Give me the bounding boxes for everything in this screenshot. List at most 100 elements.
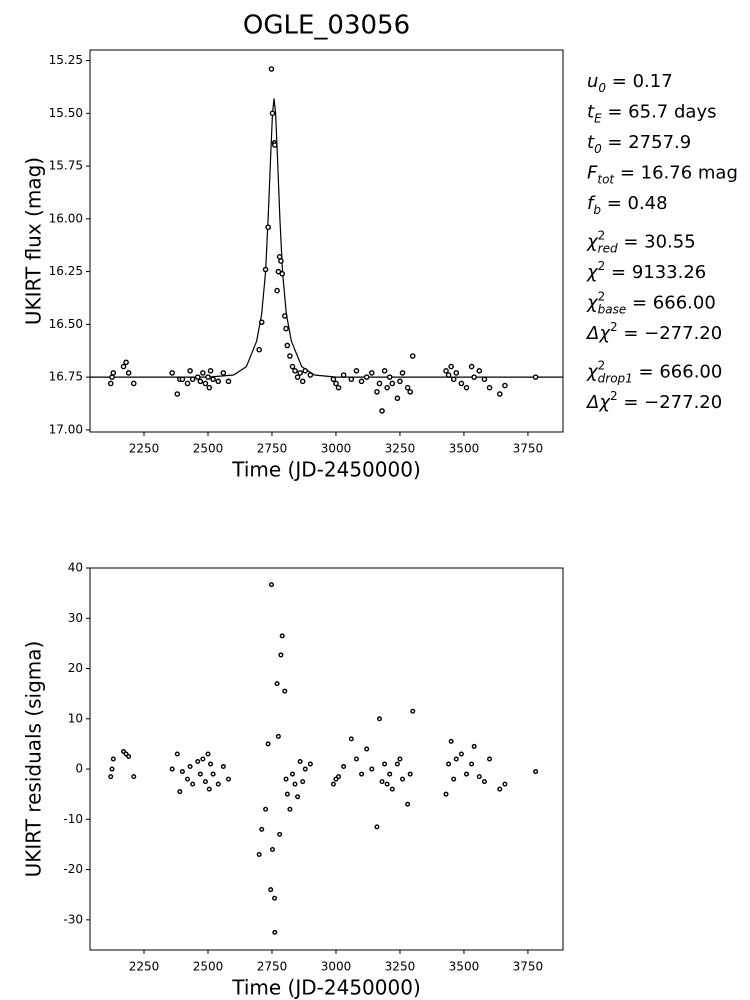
data-point bbox=[265, 224, 271, 231]
data-point bbox=[279, 270, 286, 277]
data-point bbox=[206, 384, 213, 391]
data-point bbox=[384, 781, 390, 787]
data-point bbox=[335, 384, 342, 391]
x-tick-label: 3250 bbox=[385, 960, 416, 974]
x-tick-label: 3250 bbox=[385, 442, 416, 456]
y-tick-label: -30 bbox=[63, 912, 83, 926]
data-point bbox=[407, 771, 413, 777]
data-point bbox=[107, 380, 114, 387]
subscript: 0 bbox=[594, 142, 602, 156]
data-point bbox=[486, 384, 493, 391]
data-point bbox=[110, 370, 117, 376]
x-tick-label: 2750 bbox=[257, 442, 288, 456]
data-point bbox=[194, 374, 201, 380]
data-point bbox=[376, 716, 382, 722]
data-point bbox=[208, 761, 214, 767]
subscript: tot bbox=[597, 172, 615, 186]
fit-parameter: χ2 drop1 = 666.00 bbox=[586, 358, 722, 385]
x-tick-label: 3750 bbox=[513, 960, 544, 974]
data-point bbox=[348, 736, 354, 742]
superscript: 2 bbox=[610, 389, 618, 403]
data-point bbox=[130, 380, 137, 387]
data-point bbox=[179, 376, 186, 383]
y-tick-label: 16.25 bbox=[49, 264, 83, 278]
superscript: 2 bbox=[598, 289, 606, 303]
y-tick-label: 16.00 bbox=[49, 211, 83, 225]
fit-parameter: Δχ2 = −277.20 bbox=[585, 320, 722, 345]
y-tick-label: 20 bbox=[68, 661, 83, 675]
x-tick-label: 3500 bbox=[449, 960, 480, 974]
data-point bbox=[410, 708, 416, 714]
subscript: red bbox=[598, 241, 618, 255]
data-point bbox=[394, 761, 400, 767]
data-point bbox=[174, 751, 180, 757]
data-point bbox=[443, 367, 449, 374]
y-tick-label: -10 bbox=[63, 812, 83, 826]
y-tick-label: 30 bbox=[68, 611, 83, 625]
data-point bbox=[184, 380, 191, 387]
data-point bbox=[292, 367, 298, 374]
subscript: E bbox=[594, 111, 602, 125]
x-tick-label: 2500 bbox=[193, 442, 224, 456]
data-point bbox=[190, 781, 196, 787]
data-point bbox=[476, 774, 482, 780]
data-point bbox=[364, 746, 370, 752]
data-point bbox=[109, 766, 115, 772]
data-point bbox=[287, 806, 293, 812]
data-point bbox=[189, 376, 196, 383]
symbol: Δχ bbox=[585, 392, 611, 413]
fit-parameter: fb = 0.48 bbox=[587, 193, 668, 217]
data-point bbox=[269, 110, 276, 117]
x-axis-label: Time (JD-2450000) bbox=[231, 976, 421, 1000]
data-point bbox=[502, 382, 508, 389]
data-point bbox=[206, 786, 212, 792]
data-point bbox=[275, 733, 281, 739]
symbol: χ bbox=[586, 262, 599, 283]
data-point bbox=[197, 771, 203, 777]
data-point bbox=[333, 380, 339, 387]
symbol: χ bbox=[586, 362, 599, 383]
symbol: u bbox=[587, 71, 598, 92]
data-point bbox=[496, 391, 503, 397]
fit-parameter: tE = 65.7 days bbox=[587, 102, 716, 126]
data-point bbox=[169, 370, 175, 376]
data-point bbox=[533, 769, 539, 775]
fit-parameter: u0 = 0.17 bbox=[587, 71, 673, 95]
data-point bbox=[174, 391, 181, 397]
value: = −277.20 bbox=[618, 323, 723, 344]
data-point bbox=[374, 824, 380, 830]
data-point bbox=[307, 761, 313, 767]
y-tick-label: -20 bbox=[63, 862, 83, 876]
data-point bbox=[274, 287, 280, 294]
data-point bbox=[387, 771, 393, 777]
data-point bbox=[407, 389, 413, 395]
data-point bbox=[476, 367, 483, 374]
data-point bbox=[397, 378, 403, 385]
data-point bbox=[300, 779, 306, 785]
model-curve bbox=[90, 98, 563, 378]
y-tick-label: 15.75 bbox=[49, 159, 83, 173]
fit-parameter: t0 = 2757.9 bbox=[587, 132, 691, 156]
data-point bbox=[445, 372, 452, 378]
data-point bbox=[215, 781, 221, 787]
data-point bbox=[259, 826, 265, 832]
data-point bbox=[453, 756, 459, 762]
data-point bbox=[185, 776, 191, 782]
y-tick-label: 16.50 bbox=[49, 317, 83, 331]
data-point bbox=[502, 781, 508, 787]
data-point bbox=[283, 776, 289, 782]
superscript: 2 bbox=[598, 358, 606, 372]
x-tick-label: 2750 bbox=[257, 960, 288, 974]
data-point bbox=[297, 370, 303, 376]
symbol: χ bbox=[586, 293, 599, 314]
data-point bbox=[292, 781, 298, 787]
y-axis-label: UKIRT flux (mag) bbox=[22, 157, 46, 325]
value: = −277.20 bbox=[618, 392, 723, 413]
data-point bbox=[404, 384, 411, 391]
fit-parameter: Ftot = 16.76 mag bbox=[587, 163, 738, 187]
data-point bbox=[269, 846, 275, 852]
subscript: b bbox=[593, 203, 601, 217]
data-point bbox=[220, 764, 226, 770]
fit-parameter: χ2 = 9133.26 bbox=[586, 259, 706, 284]
data-point bbox=[207, 367, 214, 374]
